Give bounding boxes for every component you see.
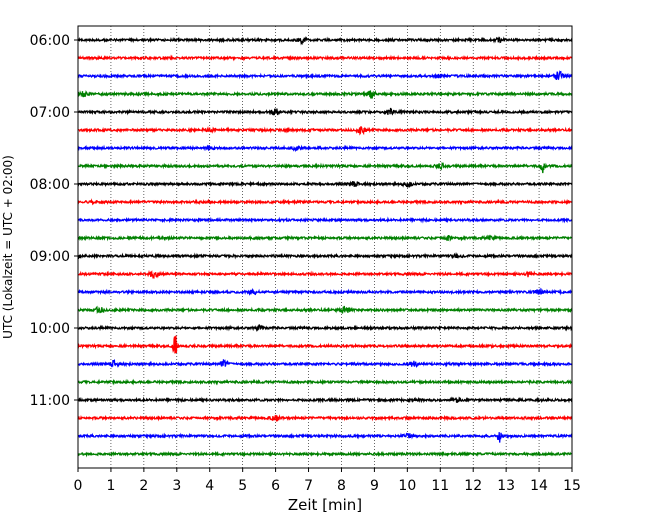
trace-08:45 (77, 234, 573, 242)
trace-06:15 (77, 54, 573, 62)
trace-09:00 (77, 252, 573, 260)
trace-06:45 (77, 89, 573, 99)
trace-11:00 (77, 396, 573, 404)
trace-07:45 (77, 161, 573, 174)
x-tick-label-13: 13 (497, 478, 515, 494)
trace-10:15 (77, 335, 573, 354)
trace-10:00 (77, 324, 573, 332)
trace-09:45 (77, 305, 573, 315)
x-tick-label-6: 6 (271, 478, 280, 494)
x-tick-label-7: 7 (304, 478, 313, 494)
y-ticks: 06:00 07:00 08:00 09:00 10:00 11:00 (30, 33, 78, 409)
trace-07:15 (77, 126, 573, 136)
y-tick-label-09:00: 09:00 (30, 249, 70, 265)
trace-10:45 (77, 378, 573, 386)
y-tick-label-10:00: 10:00 (30, 321, 70, 337)
y-tick-label-11:00: 11:00 (30, 393, 70, 409)
y-tick-label-06:00: 06:00 (30, 33, 70, 49)
y-tick-label-08:00: 08:00 (30, 177, 70, 193)
trace-10:30 (77, 359, 573, 368)
trace-11:15 (77, 414, 573, 422)
x-tick-label-14: 14 (530, 478, 548, 494)
x-ticks: 0 1 2 3 4 5 6 7 8 9 10 11 12 13 14 15 (74, 468, 581, 494)
trace-07:30 (77, 144, 573, 153)
x-tick-label-11: 11 (431, 478, 449, 494)
x-tick-label-0: 0 (74, 478, 83, 494)
x-tick-label-9: 9 (370, 478, 379, 494)
trace-08:00 (77, 180, 573, 188)
x-tick-label-1: 1 (106, 478, 115, 494)
x-tick-label-12: 12 (464, 478, 482, 494)
trace-08:15 (77, 198, 573, 206)
trace-09:15 (77, 269, 573, 279)
x-tick-label-8: 8 (337, 478, 346, 494)
x-tick-label-4: 4 (205, 478, 214, 494)
x-tick-label-2: 2 (139, 478, 148, 494)
trace-08:30 (77, 216, 573, 224)
trace-11:45 (77, 450, 573, 458)
trace-09:30 (77, 287, 573, 296)
x-tick-label-15: 15 (563, 478, 581, 494)
x-tick-label-10: 10 (398, 478, 416, 494)
trace-06:30 (77, 70, 573, 81)
x-tick-label-3: 3 (172, 478, 181, 494)
traces (77, 35, 573, 458)
x-tick-label-5: 5 (238, 478, 247, 494)
trace-07:00 (77, 107, 573, 116)
y-tick-label-07:00: 07:00 (30, 105, 70, 121)
trace-11:30 (77, 432, 573, 443)
plot-frame (77, 25, 573, 469)
x-axis-label: Zeit [min] (288, 496, 362, 514)
y-axis-label: UTC (Lokalzeit = UTC + 02:00) (1, 155, 15, 339)
trace-06:00 (77, 35, 573, 46)
